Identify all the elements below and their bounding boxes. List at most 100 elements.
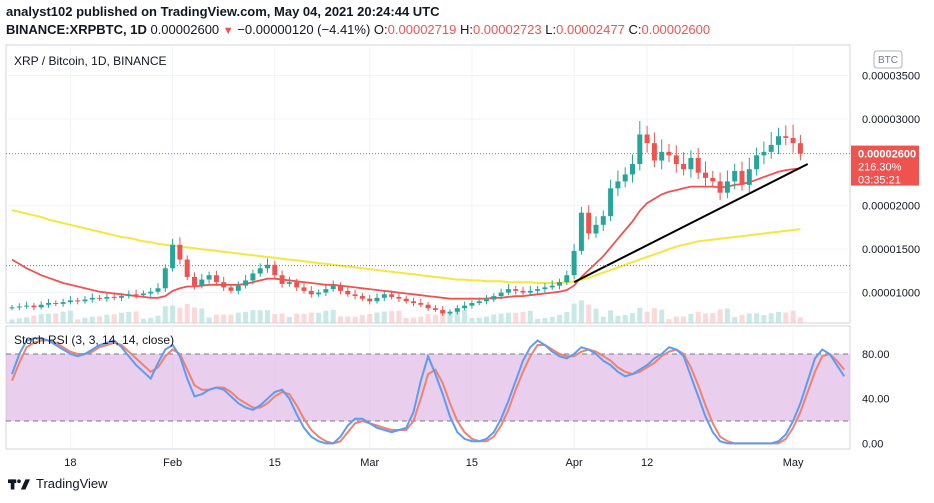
volume-bar xyxy=(389,311,395,323)
candle-body xyxy=(688,157,694,170)
volume-bar xyxy=(651,308,657,323)
volume-bar xyxy=(557,314,562,323)
candle-body xyxy=(119,296,124,298)
candle-body xyxy=(673,155,679,165)
candle-body xyxy=(491,296,497,300)
volume-bar xyxy=(345,316,351,323)
volume-bar xyxy=(513,312,519,323)
candle-body xyxy=(462,305,468,309)
volume-bar xyxy=(316,312,322,323)
candle-body xyxy=(681,164,687,170)
candle-body xyxy=(732,170,738,182)
candle-body xyxy=(790,137,796,144)
candle-body xyxy=(454,308,460,312)
candle-body xyxy=(359,296,365,299)
rsi-tick-label: 80.00 xyxy=(862,349,890,361)
currency-button[interactable] xyxy=(873,50,903,69)
candle-body xyxy=(38,304,44,308)
volume-bar xyxy=(615,315,621,323)
volume-bar xyxy=(484,316,489,323)
candle-body xyxy=(447,311,453,314)
volume-bar xyxy=(170,305,176,323)
volume-bar xyxy=(688,313,694,323)
candle-body xyxy=(250,273,256,281)
volume-bar xyxy=(476,317,482,323)
candle-body xyxy=(148,291,154,294)
volume-bar xyxy=(432,314,438,323)
candle-body xyxy=(535,289,541,291)
candle-body xyxy=(659,151,665,161)
volume-bar xyxy=(790,310,796,323)
volume-bar xyxy=(308,312,314,323)
time-tick-label: 12 xyxy=(641,457,653,469)
volume-bar xyxy=(257,310,263,323)
candle-body xyxy=(651,143,657,161)
volume-bar xyxy=(746,313,752,323)
volume-bar xyxy=(505,312,511,323)
volume-bar xyxy=(673,316,679,323)
close-value: 0.00002600 xyxy=(641,22,711,37)
volume-bar xyxy=(46,313,51,323)
volume-bar xyxy=(177,307,183,323)
candle-body xyxy=(403,298,409,302)
rsi-band-fill xyxy=(6,353,850,422)
low-label: L: xyxy=(545,22,557,37)
candle-body xyxy=(257,268,263,274)
volume-bar xyxy=(578,300,584,323)
candle-body xyxy=(513,289,519,291)
chart-title: XRP / Bitcoin, 1D, BINANCE xyxy=(14,54,167,68)
volume-bar xyxy=(82,317,88,323)
candle-body xyxy=(286,282,292,284)
candle-body xyxy=(75,300,81,302)
candle-body xyxy=(316,292,322,295)
time-tick-label: Mar xyxy=(360,457,379,469)
candle-body xyxy=(352,294,358,297)
volume-bar xyxy=(67,310,73,323)
candle-body xyxy=(16,306,22,308)
candle-body xyxy=(9,307,15,309)
volume-bar xyxy=(374,312,380,323)
high-value: 0.00002723 xyxy=(472,22,542,37)
open-value: 0.00002719 xyxy=(387,22,457,37)
volume-bar xyxy=(520,311,526,323)
volume-bar xyxy=(294,313,300,323)
candle-body xyxy=(104,296,110,299)
volume-bar xyxy=(542,317,548,323)
candle-body xyxy=(469,303,475,306)
axes: 0.00003500 0.00003000 0.00002000 0.00001500… xyxy=(64,70,920,469)
volume-bar xyxy=(352,316,358,323)
price-tick-label: 0.00001500 xyxy=(862,244,920,256)
volume-bar xyxy=(411,317,416,323)
volume-bar xyxy=(732,317,738,323)
symbol-label: BINANCE:XRPBTC, 1D xyxy=(6,22,147,37)
chart-area[interactable]: 0.00003500 0.00003000 0.00002000 0.00001500… xyxy=(0,42,934,474)
candle-body xyxy=(89,297,95,300)
price-pane[interactable] xyxy=(5,44,851,324)
volume-bar xyxy=(761,315,767,323)
candle-body xyxy=(520,290,526,293)
volume-bar xyxy=(462,309,468,323)
volume-bar xyxy=(162,306,168,323)
candle-body xyxy=(703,172,708,178)
candle-body xyxy=(235,285,241,291)
price-tick-label: 0.00003000 xyxy=(862,114,920,126)
volume-bar xyxy=(695,311,701,323)
volume-bar xyxy=(681,316,687,323)
candles xyxy=(9,121,803,317)
volume-bar xyxy=(243,311,249,323)
candle-body xyxy=(345,290,351,295)
volume-bar xyxy=(272,314,278,323)
volume-bar xyxy=(133,311,139,323)
candle-body xyxy=(739,170,745,185)
candle-body xyxy=(126,294,132,297)
candle-body xyxy=(564,275,570,283)
volume-bar xyxy=(359,315,365,323)
footer: TradingView xyxy=(8,476,108,491)
volume-bar xyxy=(235,312,241,323)
candle-body xyxy=(170,244,176,269)
time-tick-label: May xyxy=(783,457,804,469)
volume-bar xyxy=(491,314,497,323)
time-tick-label: 15 xyxy=(466,457,478,469)
volume-bar xyxy=(425,314,431,323)
volume-bar xyxy=(221,314,227,323)
